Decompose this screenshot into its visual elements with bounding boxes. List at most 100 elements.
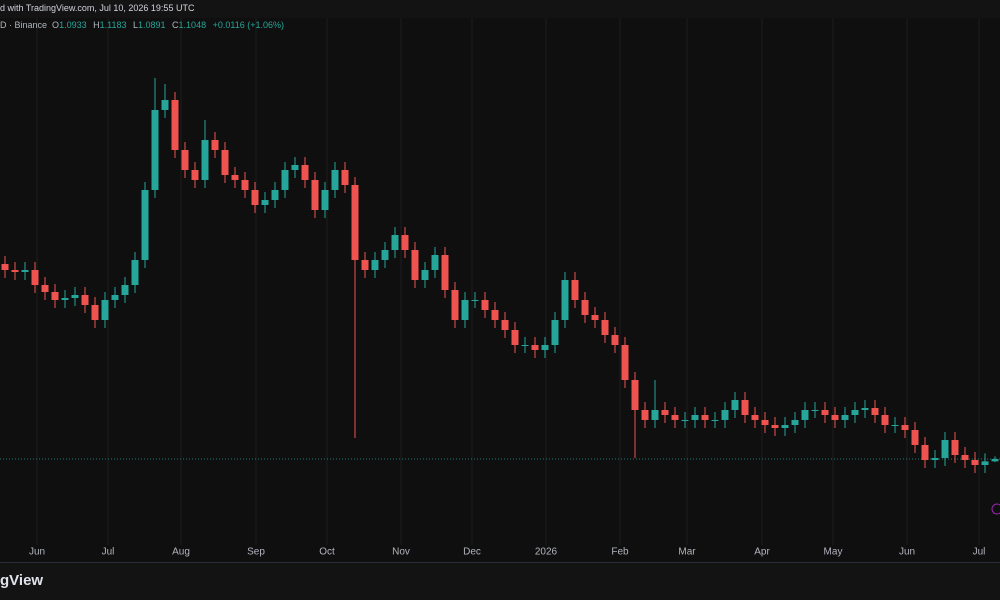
candle-body — [571, 280, 579, 300]
candle-body — [531, 345, 539, 350]
candle-body — [891, 425, 899, 426]
candle-body — [431, 255, 439, 270]
candle-body — [161, 100, 169, 110]
x-tick-label: Feb — [611, 547, 629, 558]
candle-body — [301, 165, 309, 180]
candle-body — [651, 410, 659, 420]
candle-body — [371, 260, 379, 270]
candle-body — [741, 400, 749, 415]
ohlc-label: L — [132, 20, 138, 30]
ohlc-label: H — [93, 20, 100, 30]
candle-body — [41, 285, 49, 292]
candle-body — [351, 185, 359, 260]
x-tick-label: Apr — [754, 547, 770, 558]
x-tick-label: Jun — [899, 547, 915, 558]
candle-body — [471, 300, 479, 301]
candle-body — [261, 200, 269, 205]
candle-body — [561, 280, 569, 320]
candle-body — [401, 235, 409, 250]
candle-body — [251, 190, 259, 205]
candle-body — [731, 400, 739, 410]
candle-body — [991, 459, 999, 462]
top-bar — [0, 0, 1000, 18]
candle-body — [811, 410, 819, 411]
candle-body — [101, 300, 109, 320]
candle-body — [581, 300, 589, 315]
x-tick-label: Jun — [29, 547, 45, 558]
x-tick-label: Aug — [172, 547, 190, 558]
candle-body — [641, 410, 649, 420]
candle-body — [211, 140, 219, 150]
x-tick-label: Jul — [102, 547, 115, 558]
candle-body — [941, 440, 949, 458]
candle-body — [881, 415, 889, 425]
candle-body — [241, 180, 249, 190]
x-tick-label: Mar — [678, 547, 696, 558]
candle-body — [511, 330, 519, 345]
ohlc-value: 1.1048 — [178, 20, 207, 30]
candle-body — [931, 458, 939, 460]
x-tick-label: Oct — [319, 547, 335, 558]
x-tick-label: Sep — [247, 547, 265, 558]
candle-body — [541, 345, 549, 350]
candle-body — [521, 345, 529, 346]
ohlc-label: O — [52, 20, 60, 30]
symbol: D · Binance — [0, 20, 48, 30]
ohlc-value: 1.1183 — [99, 20, 127, 30]
candle-body — [711, 420, 719, 421]
candle-body — [21, 270, 29, 272]
logo[interactable]: gView — [0, 572, 44, 589]
candle-body — [11, 270, 19, 272]
x-tick-label: 2026 — [535, 547, 558, 558]
x-tick-label: Nov — [392, 547, 410, 558]
candle-body — [661, 410, 669, 415]
candle-body — [851, 410, 859, 415]
candle-body — [111, 295, 119, 300]
candle-body — [821, 410, 829, 415]
candle-body — [751, 415, 759, 420]
candle-body — [611, 335, 619, 345]
x-tick-label: Jul — [973, 547, 986, 558]
candle-body — [361, 260, 369, 270]
ohlc-value: 1.0933 — [59, 20, 87, 30]
candle-body — [31, 270, 39, 285]
x-tick-label: Dec — [463, 547, 481, 558]
candle-body — [121, 285, 129, 295]
candle-body — [681, 420, 689, 421]
candle-body — [761, 420, 769, 425]
candle-body — [801, 410, 809, 420]
candle-body — [481, 300, 489, 310]
candle-body — [961, 455, 969, 460]
candle-body — [141, 190, 149, 260]
candle-body — [221, 150, 229, 175]
candle-body — [381, 250, 389, 260]
published-note: d with TradingView.com, Jul 10, 2026 19:… — [0, 3, 195, 13]
candle-body — [1, 264, 9, 270]
candle-body — [721, 410, 729, 420]
candle-body — [51, 292, 59, 300]
candle-body — [131, 260, 139, 285]
candle-body — [191, 170, 199, 180]
legend-row: D · Binance O1.0933 H1.1183 L1.0891 C1.1… — [0, 20, 288, 30]
ohlc-label: C — [172, 20, 179, 30]
candle-body — [971, 460, 979, 465]
candle-body — [501, 320, 509, 330]
event-icon[interactable] — [991, 503, 1000, 515]
candle-body — [791, 420, 799, 425]
candle-body — [701, 415, 709, 420]
candle-body — [591, 315, 599, 320]
candle-body — [151, 110, 159, 190]
candle-body — [271, 190, 279, 200]
ohlc-value: 1.0891 — [138, 20, 166, 30]
candle-body — [71, 295, 79, 298]
chart: Jun Jul Aug Sep Oct Nov Dec 2026 Feb Mar Apr May Jun… — [0, 0, 1000, 558]
candle-body — [461, 300, 469, 320]
candle-body — [921, 445, 929, 460]
candle-body — [421, 270, 429, 280]
candle-body — [331, 170, 339, 190]
candle-body — [771, 425, 779, 428]
candle-body — [291, 165, 299, 170]
candle-body — [181, 150, 189, 170]
candle-body — [451, 290, 459, 320]
